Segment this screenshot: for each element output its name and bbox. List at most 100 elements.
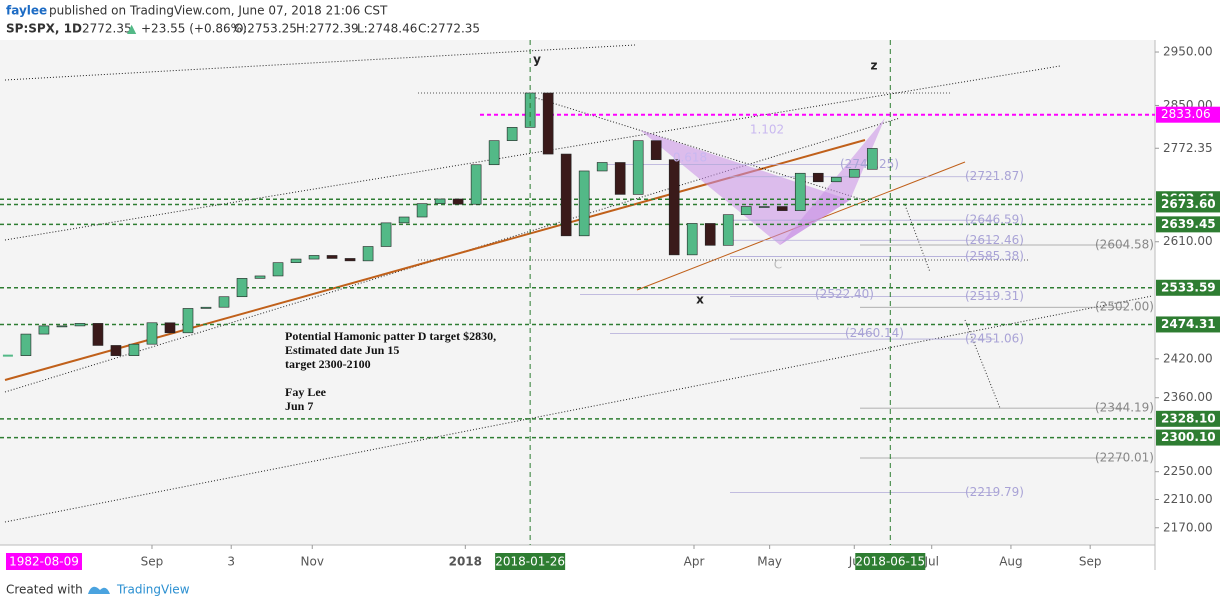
annotation: C <box>774 258 782 272</box>
candle <box>110 345 122 356</box>
candle <box>740 206 752 215</box>
candle <box>416 203 428 218</box>
fib-label: (2219.79) <box>965 485 1024 499</box>
fib-label: (2502.00) <box>1095 300 1154 314</box>
candle <box>380 222 392 247</box>
candle <box>398 216 410 224</box>
note-line: target 2300-2100 <box>285 357 371 371</box>
open: O:2753.25 <box>234 22 297 36</box>
candle <box>362 246 374 262</box>
candle <box>326 255 338 259</box>
candle <box>182 308 194 334</box>
plot-background <box>0 40 1155 545</box>
date-box <box>855 553 926 570</box>
annotation: 0.618 <box>673 151 707 165</box>
up-arrow: ▲ <box>127 22 137 36</box>
candle <box>74 323 86 327</box>
candle <box>686 223 698 256</box>
fib-label: (2585.38) <box>965 249 1024 263</box>
harmonic-pattern <box>640 130 850 245</box>
note-line: Estimated date Jun 15 <box>285 343 399 357</box>
note-line: Potential Hamonic patter D target $2830, <box>285 329 496 343</box>
fib-label: (2522.40) <box>815 287 874 301</box>
level-box <box>1156 316 1220 333</box>
candle <box>218 296 230 308</box>
level-box <box>1156 279 1220 296</box>
candle <box>650 140 662 160</box>
date-label: 2018-06-15 <box>855 555 925 569</box>
candle <box>812 172 824 183</box>
channel-line <box>4 65 1061 241</box>
x-tick-label: Apr <box>684 555 705 569</box>
published: published on TradingView.com, June 07, 2… <box>49 4 388 18</box>
level-label: 2328.10 <box>1161 411 1216 425</box>
y-tick-label: 2950.00 <box>1163 45 1213 59</box>
fib-label: (2646.59) <box>965 213 1024 227</box>
candles <box>2 92 878 357</box>
candle <box>830 176 842 183</box>
candle <box>596 162 608 172</box>
candle <box>488 140 500 166</box>
candle <box>722 214 734 246</box>
candle <box>614 162 626 195</box>
fib-label: (2451.06) <box>965 332 1024 346</box>
x-tick-label: Sep <box>1079 555 1102 569</box>
target-label: 2833.06 <box>1161 107 1211 121</box>
signature-line: Fay Lee <box>285 385 327 399</box>
candle <box>578 170 590 237</box>
footer-created: Created with <box>6 583 83 597</box>
candle <box>866 148 878 170</box>
candle <box>704 223 716 246</box>
candle <box>668 159 680 256</box>
annotation: 1.102 <box>750 123 784 137</box>
candle <box>524 92 536 128</box>
candle <box>254 275 266 279</box>
candle <box>434 198 446 204</box>
candle <box>38 325 50 335</box>
candle <box>632 140 644 195</box>
candle <box>164 322 176 334</box>
y-tick-label: 2210.00 <box>1163 492 1213 506</box>
candle <box>794 172 806 211</box>
candle <box>506 127 518 141</box>
candle <box>542 92 554 155</box>
y-tick-label: 2170.00 <box>1163 520 1213 534</box>
price-axis <box>1155 40 1220 570</box>
author[interactable]: faylee <box>6 4 47 18</box>
symbol: SP:SPX, 1D <box>6 22 82 36</box>
candle <box>272 262 284 277</box>
y-tick-label: 2250.00 <box>1163 464 1213 478</box>
level-label: 2474.31 <box>1161 317 1216 331</box>
level-box <box>1156 216 1220 233</box>
fib-label: (2721.87) <box>965 169 1024 183</box>
fib-label: (2344.19) <box>1095 401 1154 415</box>
cursor-label: 1982-08-09 <box>9 555 79 569</box>
level-box <box>1156 410 1220 427</box>
level-label: 2533.59 <box>1161 280 1216 294</box>
candle <box>146 322 158 345</box>
footer-brand[interactable]: TradingView <box>116 583 190 597</box>
candle <box>344 258 356 262</box>
y-tick-label: 2360.00 <box>1163 390 1213 404</box>
annotation: x <box>696 293 704 307</box>
date-label: 2018-01-26 <box>495 555 565 569</box>
candle <box>470 164 482 205</box>
x-tick-label: Nov <box>301 555 324 569</box>
last-price-label: 2772.35 <box>1163 141 1213 155</box>
x-tick-label: 2018 <box>449 555 482 569</box>
level-label: 2639.45 <box>1161 217 1216 231</box>
annotation: z <box>871 59 878 73</box>
fib-label: (2604.58) <box>1095 237 1154 251</box>
fib-label: (2460.14) <box>845 326 904 340</box>
candle <box>92 323 104 346</box>
high: H:2772.39 <box>296 22 359 36</box>
x-tick-label: Sep <box>141 555 164 569</box>
last: 2772.35 <box>82 22 132 36</box>
candle <box>758 206 770 208</box>
cursor-box <box>6 553 82 570</box>
candle <box>290 258 302 263</box>
level-label: 2300.10 <box>1161 430 1216 444</box>
annotation: y <box>533 53 541 67</box>
